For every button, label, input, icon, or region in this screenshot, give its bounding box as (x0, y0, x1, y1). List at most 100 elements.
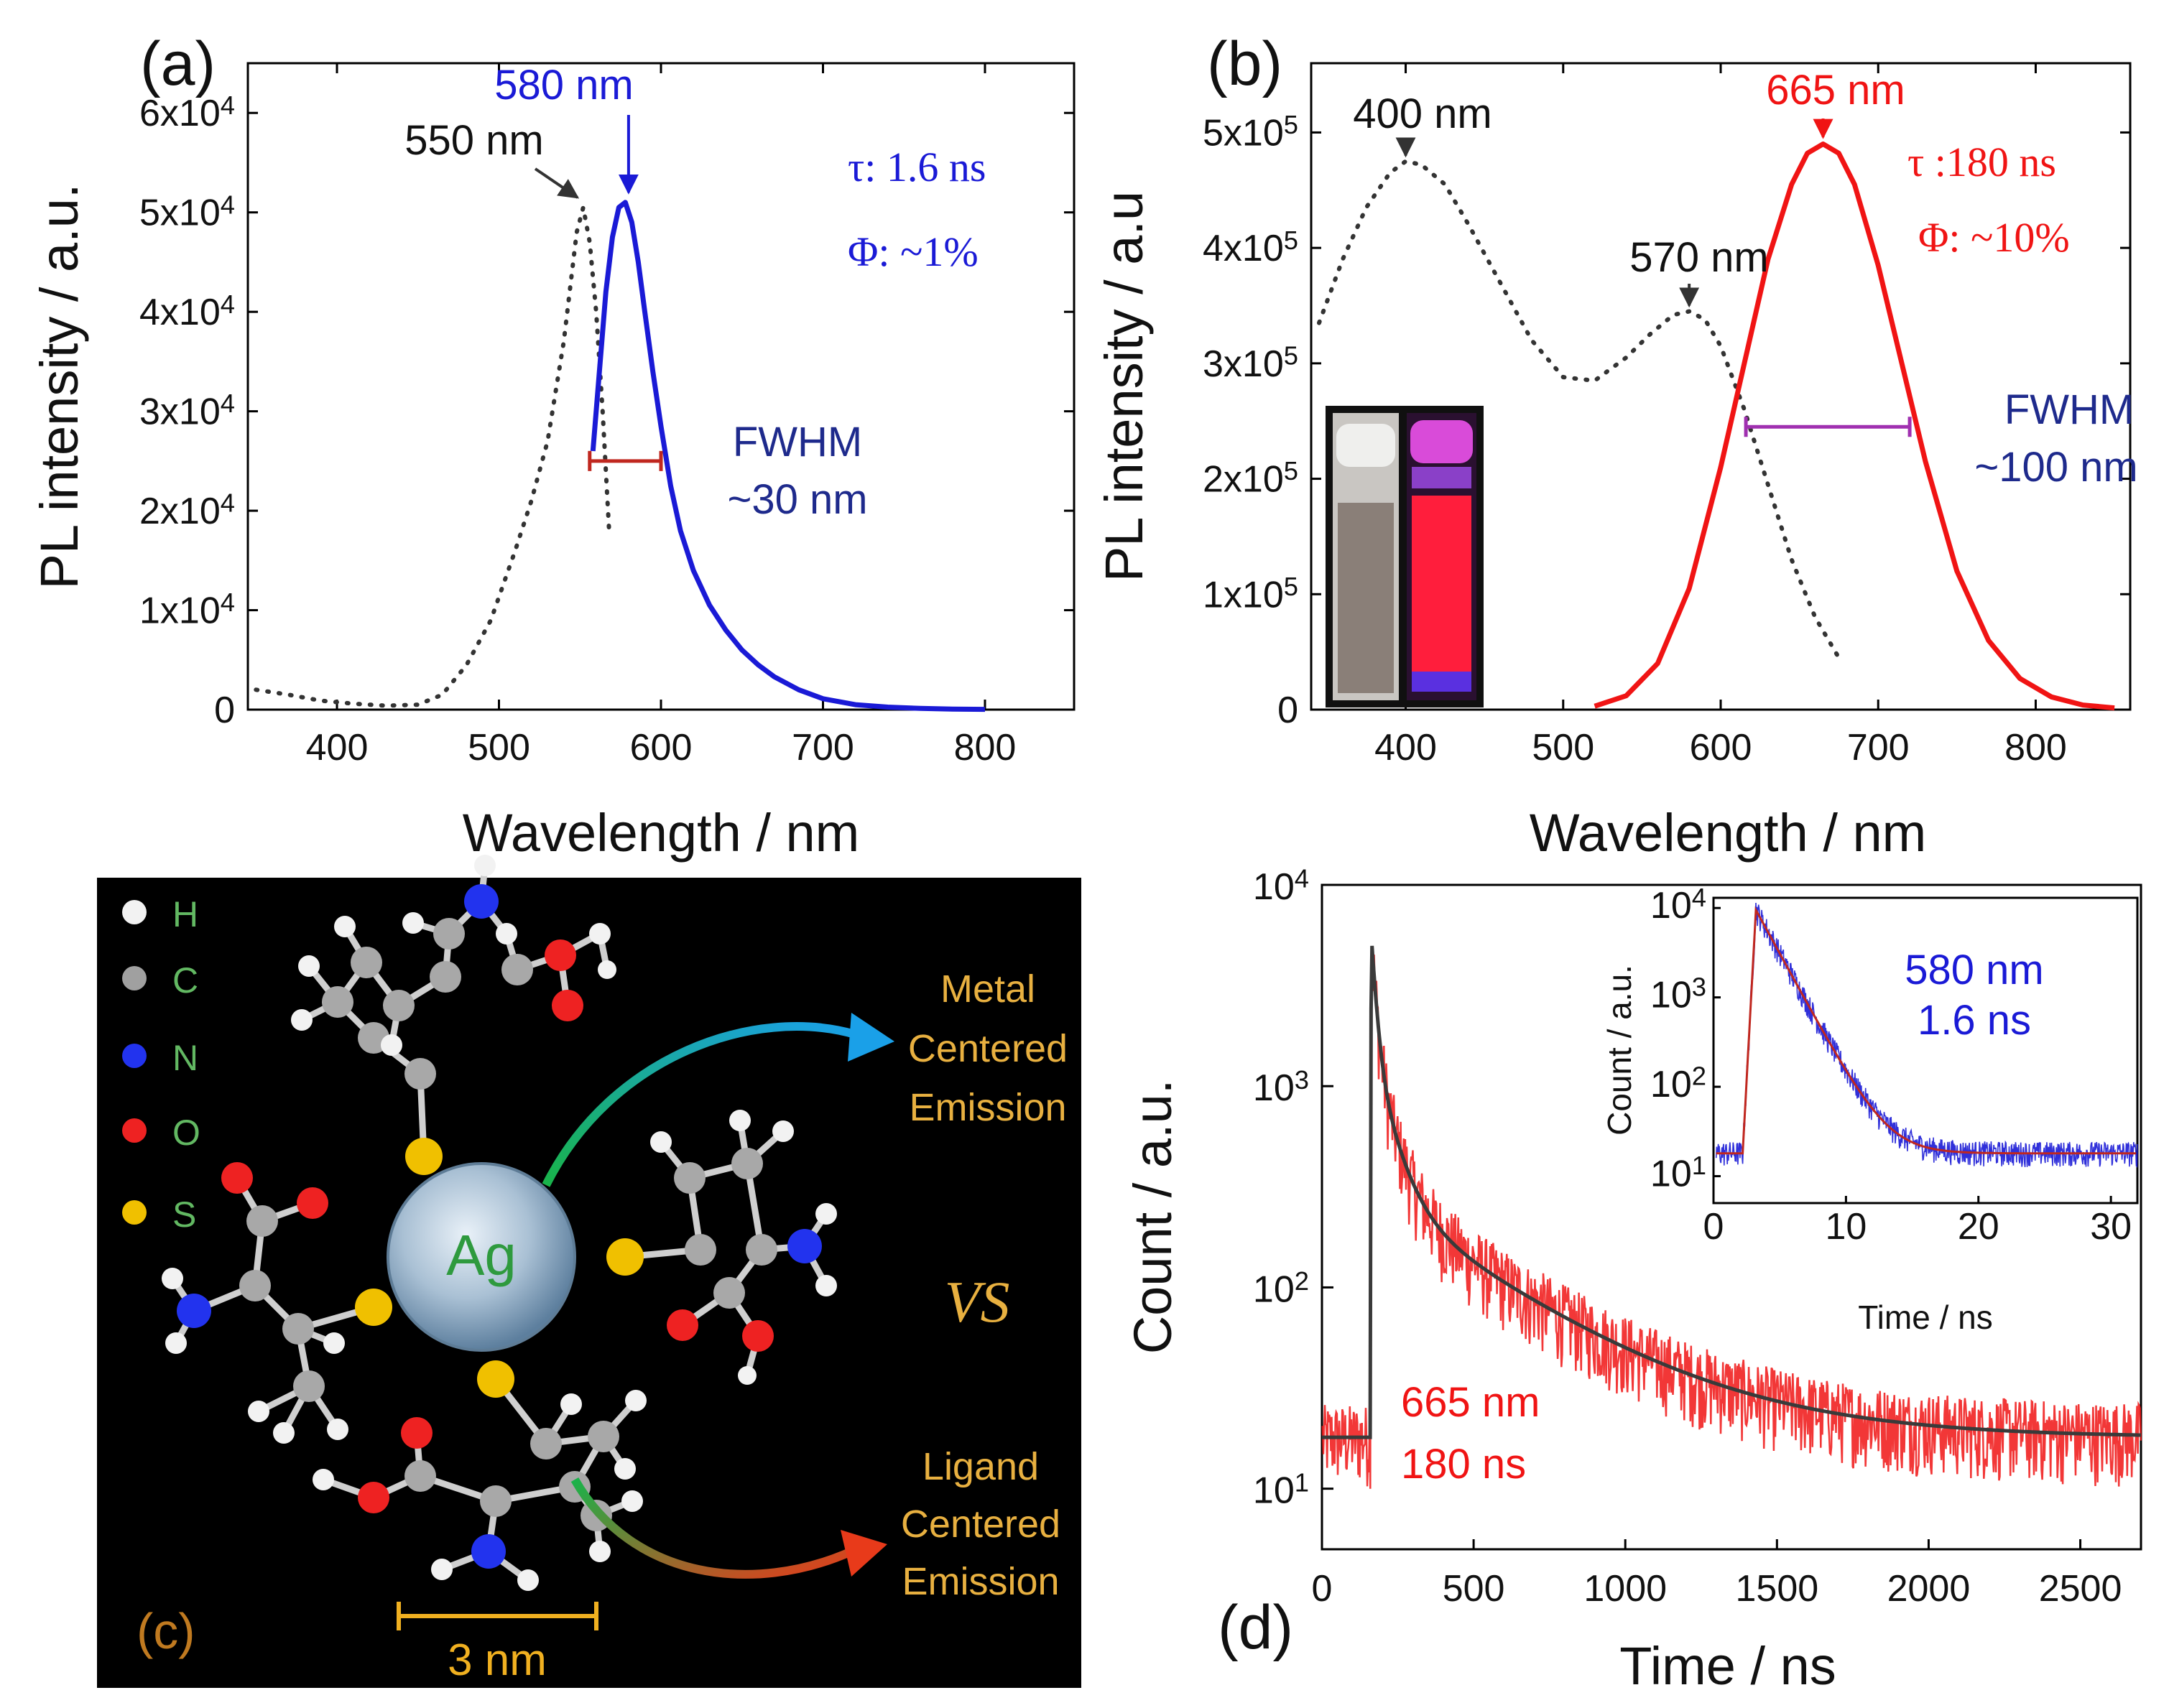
panel-c-label: (c) (137, 1603, 195, 1659)
panel-b-y-tick-label: 0 (1277, 690, 1298, 731)
metal-label-line-2: Centered (908, 1027, 1068, 1070)
legend-o-atom (122, 1118, 147, 1143)
panel-b-x-axis-label: Wavelength / nm (1530, 803, 1927, 863)
panel-b-fwhm-value: ~100 nm (1974, 444, 2137, 491)
panel-d-y-axis-label: Count / a.u. (1123, 1080, 1183, 1355)
panel-b-excitation-peak-label-2: 570 nm (1629, 234, 1768, 281)
panel-a-quantum-yield: Φ: ~1% (848, 228, 979, 275)
panel-b-y-tick-label: 4x105 (1203, 226, 1298, 269)
panel-b-x-tick-label: 600 (1690, 727, 1752, 769)
panel-b-series (1317, 141, 2115, 711)
legend-s-atom (122, 1200, 147, 1225)
inset-lifetime-label: 1.6 ns (1918, 997, 2031, 1044)
cuvette-daylight-solution (1338, 503, 1394, 693)
panel-a-x-axis-label: Wavelength / nm (463, 803, 860, 863)
inset-fit-line (1716, 906, 2137, 1155)
panel-b-y-tick-label: 2x105 (1203, 456, 1298, 500)
cuvette-photo-inset (1326, 406, 1484, 707)
panel-a-y-tick-label: 0 (214, 690, 235, 731)
metal-emission-arrow (542, 1022, 856, 1187)
ligand-emission-arrowhead (841, 1530, 887, 1577)
panel-b: (b) 400 500 600 700 800 0 1x105 2x105 3x105 4x105… (1094, 29, 2138, 863)
panel-d-x-tick-label: 0 (1312, 1568, 1333, 1610)
panel-a-y-tick-label: 3x104 (139, 389, 235, 432)
inset-x-tick-label: 10 (1825, 1206, 1867, 1248)
panel-d-series (1321, 945, 2142, 1489)
panel-d-y-tick-label: 102 (1253, 1266, 1309, 1310)
panel-a-y-axis-label: PL intensity / a.u. (29, 184, 89, 590)
panel-a-x-tick-label: 700 (792, 727, 854, 769)
metal-label-line-1: Metal (940, 967, 1035, 1011)
inset-y-tick-label: 102 (1650, 1062, 1706, 1105)
inset-y-tick-label: 104 (1650, 883, 1706, 927)
cuvette-uv-cap (1410, 420, 1473, 463)
panel-a-y-tick-label: 2x104 (139, 488, 235, 532)
legend-s-label: S (172, 1194, 196, 1235)
panel-d-y-tick-label: 104 (1253, 864, 1309, 908)
panel-d-x-axis-label: Time / ns (1619, 1636, 1836, 1696)
legend-n-atom (122, 1044, 147, 1068)
panel-c: H C N O S (97, 855, 1081, 1688)
panel-a-x-tick-label: 400 (306, 727, 369, 769)
panel-a-x-tick-label: 600 (630, 727, 693, 769)
panel-d-lifetime-label: 180 ns (1401, 1441, 1526, 1487)
panel-b-x-tick-label: 800 (2004, 727, 2067, 769)
panel-a-x-tick-label: 500 (468, 727, 530, 769)
panel-a-emission-peak-label: 580 nm (494, 62, 633, 108)
cuvette-uv-neck (1412, 467, 1471, 488)
cuvette-uv-base (1412, 672, 1471, 692)
panel-a-y-tick-label: 1x104 (139, 588, 235, 631)
inset-y-axis-label: Count / a.u. (1601, 965, 1638, 1136)
panel-a-y-tick-label: 4x104 (139, 289, 235, 333)
legend-o-label: O (172, 1113, 200, 1153)
ligand-label-line-2: Centered (901, 1503, 1060, 1546)
panel-a-emission-line (590, 200, 986, 713)
panel-b-fwhm-title: FWHM (2004, 386, 2134, 433)
ligand-label-line-1: Ligand (922, 1445, 1039, 1488)
panel-d-y-tick-label: 101 (1253, 1467, 1309, 1511)
element-legend: H C N O S (122, 894, 200, 1235)
inset-x-tick-label: 20 (1958, 1206, 1999, 1248)
panel-a-y-tick-label: 6x104 (139, 90, 235, 134)
inset-series (1715, 902, 2138, 1168)
panel-b-y-tick-label: 5x105 (1203, 110, 1298, 154)
legend-c-label: C (172, 960, 198, 1001)
panel-b-excitation-peak-label-1: 400 nm (1353, 90, 1492, 137)
panel-a-ticks: 400 500 600 700 800 0 1x104 2x104 3x104 4x104 5x10… (139, 63, 1074, 769)
panel-b-label: (b) (1207, 29, 1282, 98)
panel-b-y-tick-label: 1x105 (1203, 572, 1298, 616)
panel-d-x-tick-label: 2000 (1887, 1568, 1971, 1610)
panel-a-excitation-line (254, 205, 611, 708)
legend-h-atom (122, 900, 147, 924)
panel-a-lifetime: τ: 1.6 ns (848, 144, 986, 190)
cuvette-uv-glow (1412, 496, 1471, 690)
panel-a-series (254, 200, 986, 713)
ligand-atoms (162, 855, 837, 1591)
panel-b-y-axis-label: PL intensity / a.u (1094, 191, 1154, 582)
inset-y-tick-label: 101 (1650, 1151, 1706, 1194)
legend-n-label: N (172, 1038, 198, 1078)
panel-a: (a) 400 500 600 700 800 0 1x104 2x104 3x104 4x104… (29, 29, 1076, 863)
ligand-label-line-3: Emission (902, 1560, 1059, 1603)
panel-b-y-tick-label: 3x105 (1203, 340, 1298, 384)
panel-a-x-tick-label: 800 (954, 727, 1017, 769)
panel-b-emission-peak-label: 665 nm (1766, 67, 1905, 113)
panel-b-quantum-yield: Φ: ~10% (1918, 214, 2070, 261)
legend-h-label: H (172, 894, 198, 934)
panel-b-ticks: 400 500 600 700 800 0 1x105 2x105 3x105 4x105 5x10… (1203, 63, 2130, 769)
versus-label: VS (944, 1269, 1009, 1335)
inset-wavelength-label: 580 nm (1905, 947, 2043, 993)
metal-emission-arrowhead (848, 1013, 894, 1062)
metal-label-line-3: Emission (909, 1086, 1066, 1129)
silver-core-label: Ag (446, 1223, 517, 1287)
panel-b-emission-line (1594, 141, 2115, 711)
inset-y-tick-label: 103 (1650, 972, 1706, 1016)
panel-b-x-tick-label: 700 (1847, 727, 1910, 769)
panel-d-wavelength-label: 665 nm (1401, 1379, 1540, 1426)
panel-b-x-tick-label: 400 (1374, 727, 1437, 769)
panel-a-label: (a) (140, 29, 216, 98)
panel-a-fwhm-title: FWHM (733, 419, 862, 465)
inset-x-tick-label: 0 (1703, 1206, 1724, 1248)
